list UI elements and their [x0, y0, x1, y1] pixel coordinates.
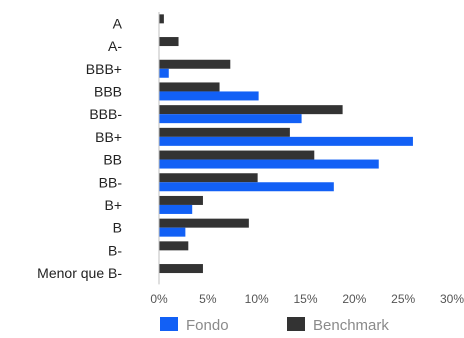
legend-label-fondo: Fondo [186, 317, 229, 333]
bar-fondo-b- [159, 204, 193, 214]
bar-benchmark-bb- [159, 127, 290, 137]
bar-benchmark-menor-que-b- [159, 264, 203, 274]
category-label: BBB- [89, 106, 122, 122]
category-label: BB+ [95, 129, 122, 145]
legend-label-benchmark: Benchmark [313, 317, 389, 333]
category-label: BBB+ [86, 61, 122, 77]
legend-swatch-fondo [160, 317, 178, 331]
bar-benchmark-b [159, 218, 249, 228]
bar-benchmark-bb- [159, 173, 258, 183]
x-tick-label: 5% [199, 292, 217, 306]
category-label: B+ [104, 197, 122, 213]
x-tick-label: 25% [391, 292, 415, 306]
bar-fondo-bbb [159, 91, 259, 101]
bar-fondo-bb- [159, 136, 413, 146]
bar-benchmark-bbb- [159, 59, 231, 69]
x-tick-labels: 0% 5% 10% 15% 20% 25% 30% [150, 292, 464, 306]
x-tick-label: 10% [245, 292, 269, 306]
category-label: BB [103, 152, 122, 168]
bar-benchmark-bb [159, 150, 315, 160]
bar-benchmark-bbb [159, 82, 220, 92]
category-label: B [113, 220, 122, 236]
bar-fondo-b [159, 227, 186, 237]
legend-swatch-benchmark [287, 317, 305, 331]
bar-benchmark-b- [159, 195, 203, 205]
bar-fondo-bbb- [159, 68, 169, 78]
bar-fondo-bb [159, 159, 379, 169]
bar-benchmark-a [159, 14, 164, 24]
category-label: A [113, 15, 123, 31]
category-label: BB- [99, 174, 123, 190]
category-label: B- [108, 242, 122, 258]
bar-benchmark-bbb- [159, 105, 343, 115]
x-tick-label: 20% [342, 292, 366, 306]
x-tick-label: 15% [293, 292, 317, 306]
x-tick-label: 0% [150, 292, 168, 306]
category-label: BBB [94, 83, 122, 99]
category-label: A- [108, 38, 122, 54]
bar-fondo-bbb- [159, 114, 302, 124]
bars-layer [159, 14, 413, 274]
category-label: Menor que B- [37, 265, 122, 281]
bar-benchmark-a- [159, 37, 179, 47]
bar-benchmark-b- [159, 241, 189, 251]
bar-fondo-bb- [159, 182, 334, 192]
x-tick-label: 30% [440, 292, 464, 306]
legend: Fondo Benchmark [160, 317, 389, 334]
